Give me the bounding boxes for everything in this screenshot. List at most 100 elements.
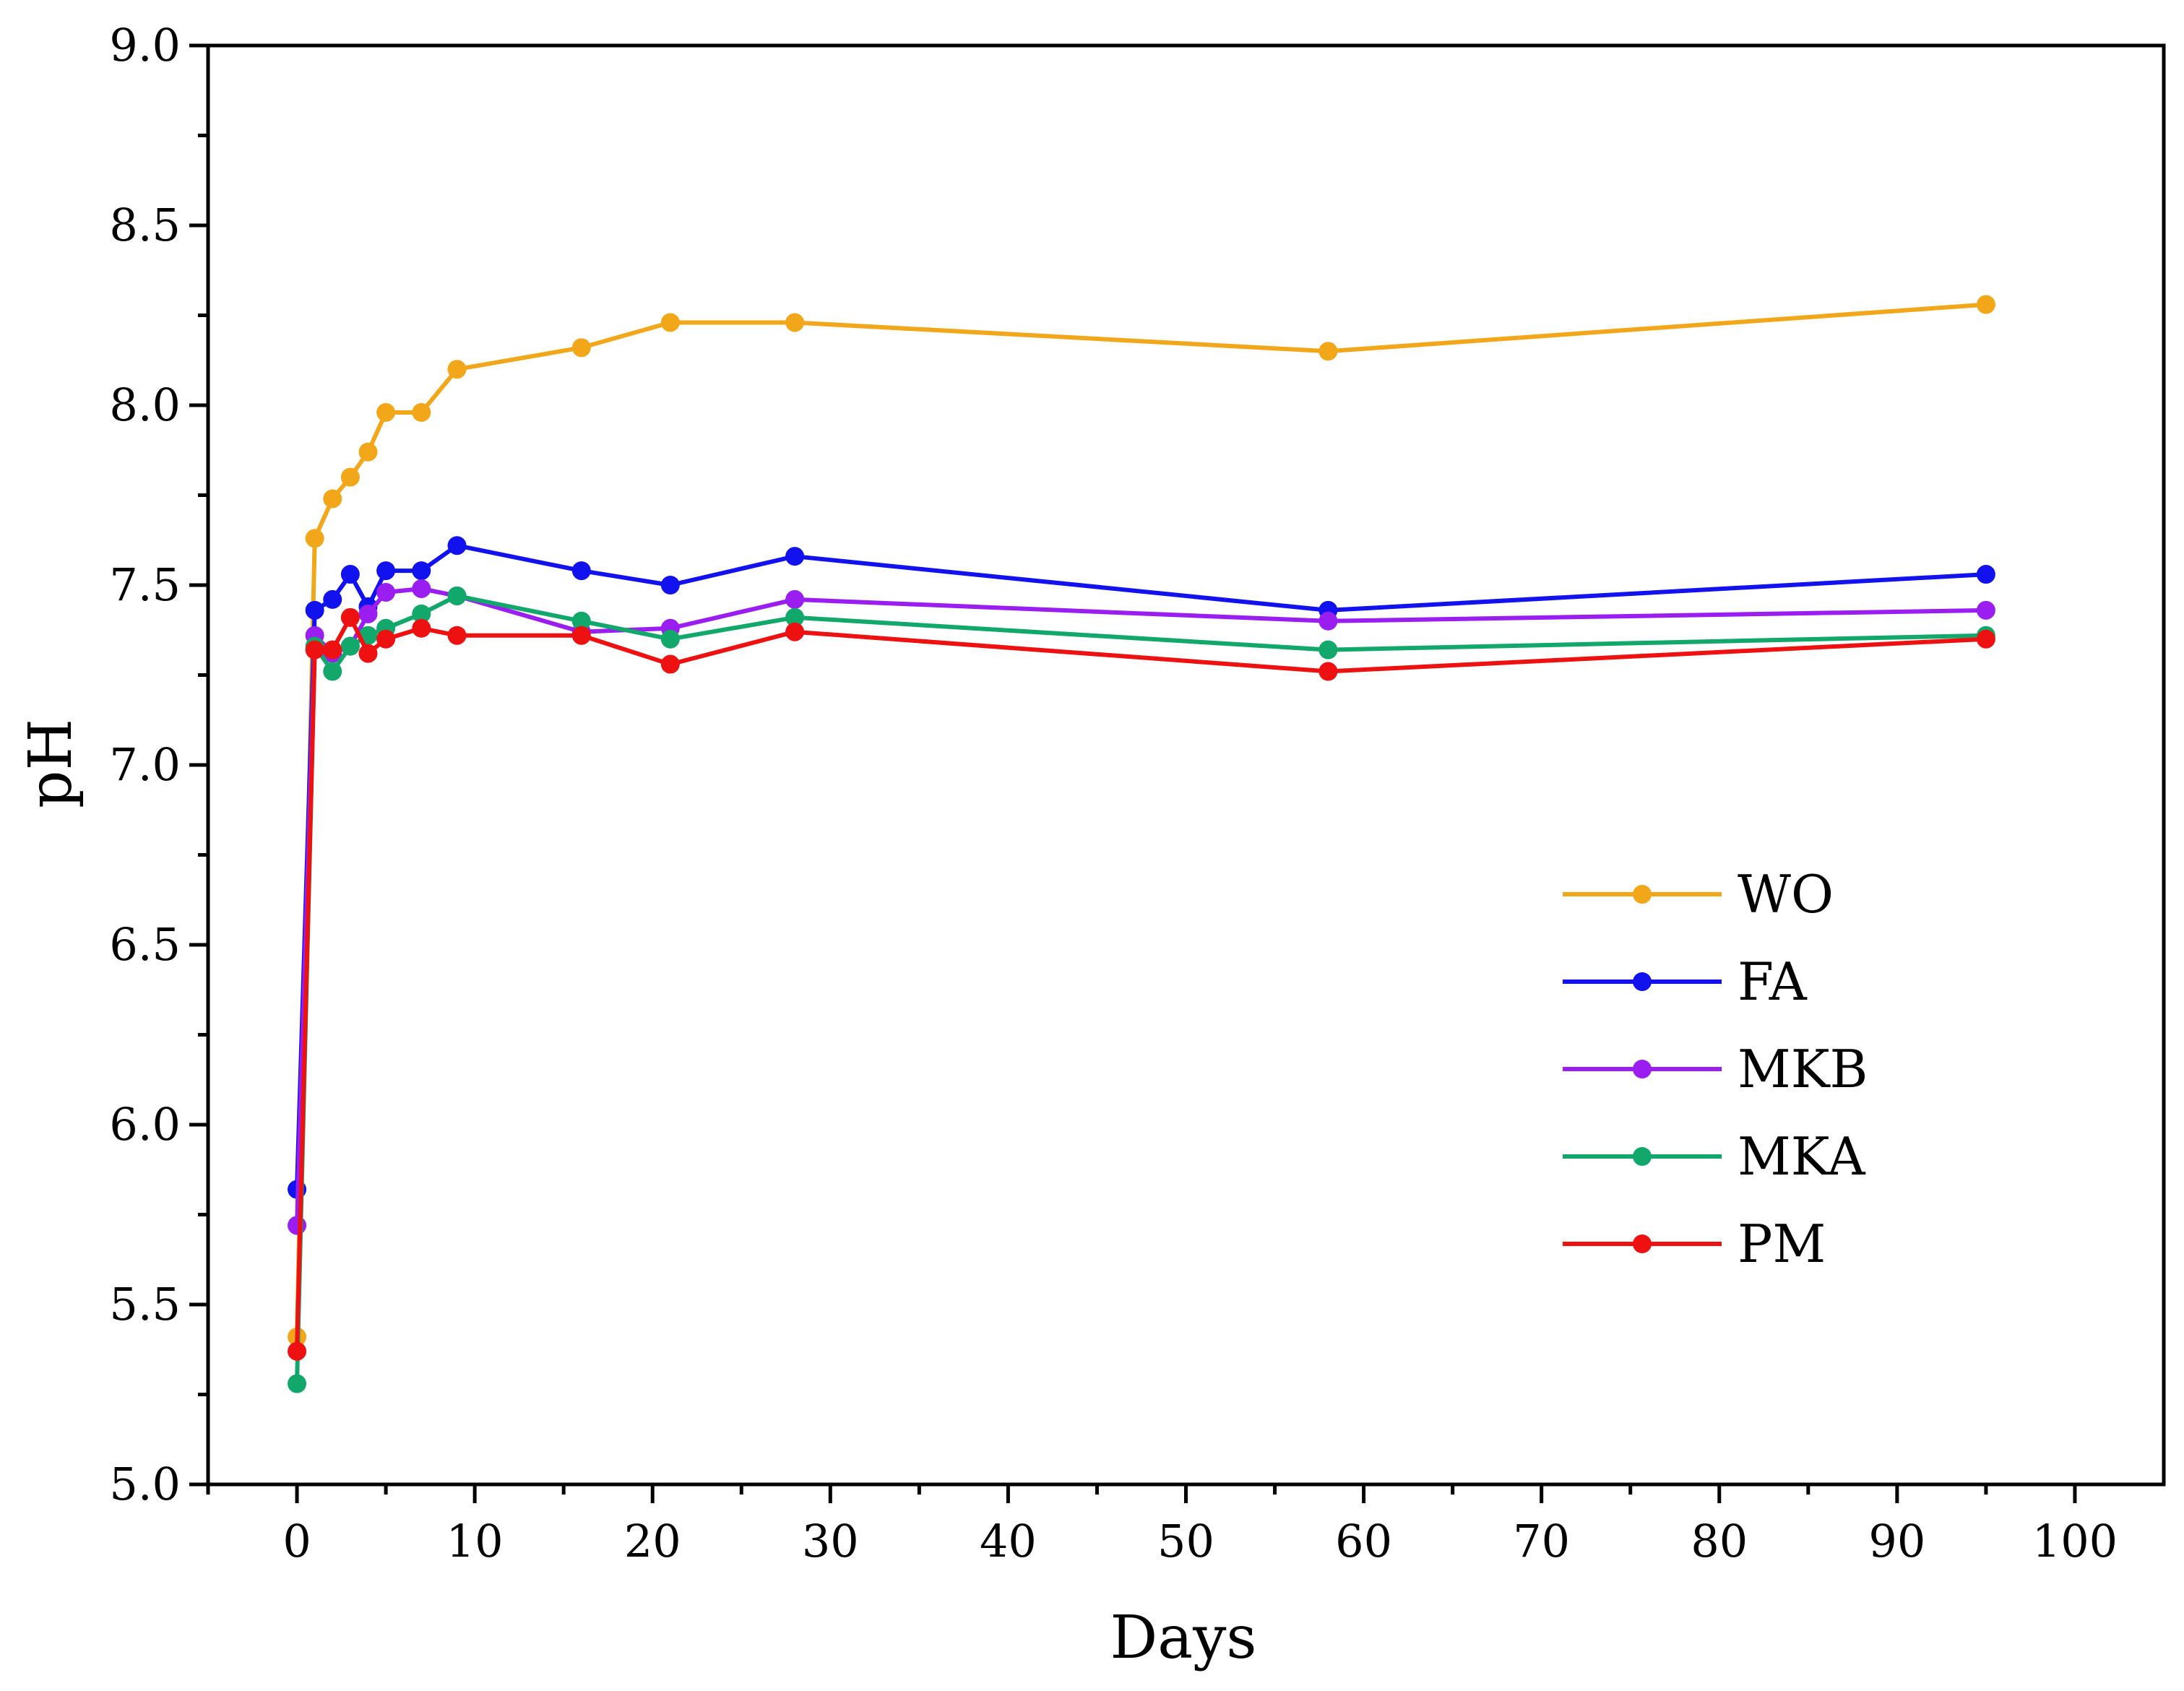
data-point-fa <box>571 561 591 581</box>
legend-swatch-marker <box>1633 972 1652 991</box>
x-tick-label: 20 <box>624 1515 681 1567</box>
data-point-pm <box>785 622 805 641</box>
legend-item-mkb: MKB <box>1563 1039 1868 1099</box>
data-point-wo <box>340 467 360 487</box>
x-tick-label: 10 <box>446 1515 504 1567</box>
data-point-fa <box>305 600 324 620</box>
x-tick-label: 30 <box>802 1515 859 1567</box>
x-axis-title: Days <box>1110 1604 1256 1672</box>
y-tick-label: 5.0 <box>109 1458 181 1510</box>
data-point-fa <box>785 547 805 566</box>
x-tick-label: 50 <box>1157 1515 1214 1567</box>
data-point-pm <box>660 654 680 674</box>
x-tick-label: 90 <box>1868 1515 1925 1567</box>
x-tick-label: 40 <box>980 1515 1037 1567</box>
data-point-wo <box>323 489 342 509</box>
legend-label: FA <box>1738 951 1808 1012</box>
data-point-fa <box>340 565 360 584</box>
data-point-wo <box>305 529 324 548</box>
series-fa <box>288 536 1995 1199</box>
data-point-wo <box>1318 342 1338 361</box>
y-tick-label: 6.5 <box>109 918 181 971</box>
data-point-mkb <box>785 589 805 609</box>
x-tick-label: 60 <box>1335 1515 1392 1567</box>
y-tick-label: 8.0 <box>109 379 181 431</box>
data-point-mka <box>447 586 467 605</box>
legend-label: MKA <box>1738 1126 1866 1187</box>
data-point-pm <box>323 640 342 659</box>
data-point-fa <box>412 561 431 581</box>
data-point-pm <box>447 626 467 645</box>
x-tick-label: 80 <box>1691 1515 1748 1567</box>
data-point-wo <box>571 338 591 358</box>
data-point-mkb <box>376 582 396 602</box>
data-point-mkb <box>1976 600 1995 620</box>
x-tick-label: 0 <box>282 1515 311 1567</box>
legend-item-fa: FA <box>1563 951 1808 1012</box>
legend-swatch-marker <box>1633 1234 1652 1253</box>
x-tick-label: 100 <box>2032 1515 2118 1567</box>
data-point-wo <box>412 402 431 422</box>
series-wo <box>288 295 1995 1346</box>
y-tick-label: 9.0 <box>109 19 181 72</box>
axes <box>206 43 2166 1487</box>
data-point-fa <box>660 576 680 594</box>
legend-label: MKB <box>1738 1039 1868 1099</box>
data-point-pm <box>305 640 324 659</box>
y-ticks: 5.0 5.5 6.0 6.5 7.0 7.5 8.0 8.5 9.0 <box>109 19 208 1510</box>
legend-item-mka: MKA <box>1563 1126 1866 1187</box>
y-axis-title: pH <box>17 719 85 808</box>
data-point-pm <box>412 618 431 638</box>
data-point-fa <box>376 561 396 581</box>
y-tick-label: 8.5 <box>109 199 181 251</box>
data-point-fa <box>1976 565 1995 584</box>
data-point-pm <box>1976 629 1995 649</box>
series-line-mkb <box>295 587 1986 1226</box>
data-point-mka <box>340 636 360 656</box>
data-point-wo <box>376 402 396 422</box>
data-point-pm <box>288 1341 307 1361</box>
data-point-mkb <box>412 579 431 598</box>
legend-item-pm: PM <box>1563 1214 1826 1274</box>
data-point-wo <box>358 442 378 462</box>
data-point-mka <box>412 604 431 623</box>
data-point-pm <box>571 626 591 645</box>
y-tick-label: 5.5 <box>109 1278 181 1331</box>
data-point-mka <box>785 607 805 627</box>
data-point-fa <box>447 536 467 555</box>
series-line-pm <box>295 615 1987 1351</box>
legend-swatch-marker <box>1633 885 1652 904</box>
x-tick-label: 70 <box>1513 1515 1570 1567</box>
legend-label: PM <box>1738 1214 1826 1274</box>
data-point-pm <box>1318 662 1338 681</box>
y-tick-label: 7.0 <box>109 738 181 791</box>
series-line-wo <box>295 302 1987 1337</box>
data-point-mkb <box>358 604 378 623</box>
data-point-mka <box>660 629 680 649</box>
data-point-pm <box>340 607 360 627</box>
legend-label: WO <box>1738 864 1834 925</box>
y-tick-label: 6.0 <box>109 1098 181 1151</box>
data-point-fa <box>323 589 342 609</box>
data-point-wo <box>447 360 467 379</box>
data-point-mka <box>288 1374 307 1393</box>
data-point-pm <box>376 629 396 649</box>
data-point-wo <box>660 313 680 332</box>
x-ticks: 0 10 20 30 40 50 60 70 80 90 100 <box>206 1484 2118 1567</box>
legend-swatch-marker <box>1633 1147 1652 1166</box>
series-group <box>288 295 1995 1393</box>
data-point-mka <box>323 662 342 681</box>
data-point-pm <box>358 644 378 663</box>
legend-item-wo: WO <box>1563 864 1834 925</box>
data-point-mka <box>1318 640 1338 659</box>
legend: WO FA MKB MKA PM <box>1563 864 1868 1274</box>
data-point-wo <box>1976 295 1995 314</box>
series-pm <box>288 607 1995 1361</box>
plot-frame <box>206 43 2166 1487</box>
y-tick-label: 7.5 <box>109 558 181 611</box>
data-point-wo <box>785 313 805 332</box>
data-point-mkb <box>288 1216 307 1235</box>
series-line-mka <box>295 593 1986 1384</box>
